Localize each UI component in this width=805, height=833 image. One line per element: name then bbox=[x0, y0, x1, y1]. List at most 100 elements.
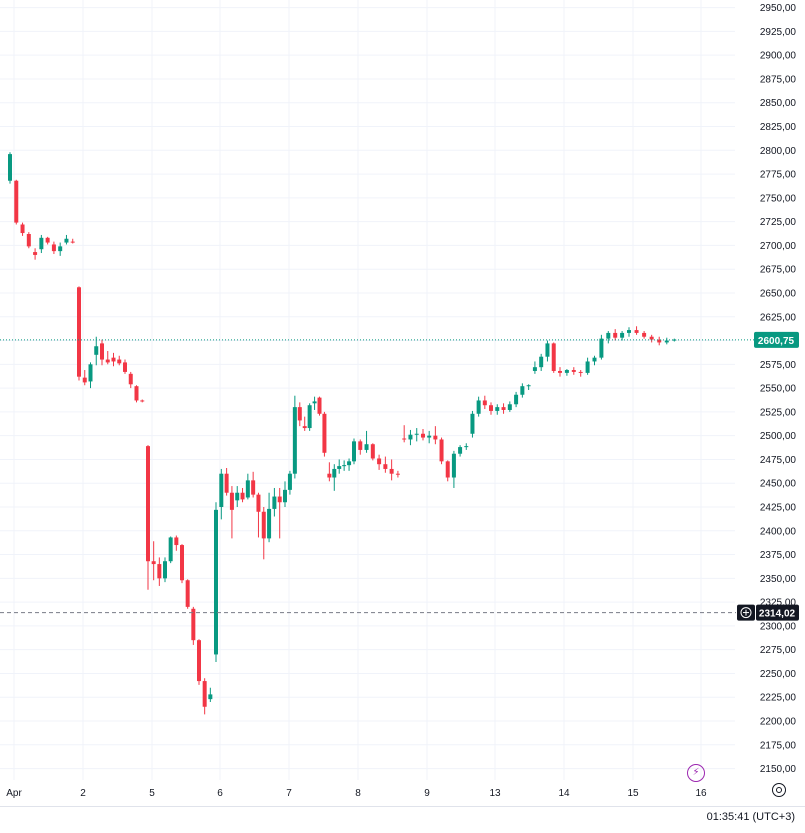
candle-body bbox=[672, 339, 677, 341]
y-tick-label: 2550,00 bbox=[760, 384, 797, 395]
candle-body bbox=[657, 339, 662, 343]
candle-body bbox=[489, 405, 493, 411]
candle-body bbox=[214, 509, 218, 655]
x-tick-label: 14 bbox=[558, 788, 570, 799]
x-grid-lines bbox=[13, 0, 702, 780]
candle-body bbox=[507, 404, 512, 410]
settings-icon[interactable] bbox=[772, 783, 786, 797]
candle-body bbox=[347, 461, 352, 466]
y-axis: 2950,00 2925,00 2900,00 2875,00 2850,00 2825,… bbox=[760, 3, 797, 775]
candle-body bbox=[58, 246, 63, 252]
candle-body bbox=[191, 608, 196, 641]
x-tick-label: 5 bbox=[149, 788, 155, 799]
candle-body bbox=[649, 336, 654, 340]
candle-body bbox=[302, 426, 307, 429]
candle-body bbox=[464, 446, 469, 448]
candle-body bbox=[26, 234, 31, 247]
y-tick-label: 2575,00 bbox=[760, 360, 797, 371]
candle-body bbox=[370, 444, 375, 459]
candle-body bbox=[427, 435, 432, 438]
candle-body bbox=[185, 580, 190, 607]
candle-body bbox=[526, 385, 531, 387]
candle-body bbox=[408, 434, 413, 440]
y-tick-label: 2800,00 bbox=[760, 146, 797, 157]
candle-body bbox=[111, 357, 116, 362]
y-tick-label: 2475,00 bbox=[760, 455, 797, 466]
candle-body bbox=[235, 492, 240, 501]
candle-body bbox=[180, 545, 184, 581]
candle-body bbox=[312, 401, 317, 404]
candle-body bbox=[520, 386, 525, 395]
candle-body bbox=[117, 359, 122, 364]
y-tick-label: 2450,00 bbox=[760, 479, 797, 490]
y-tick-label: 2425,00 bbox=[760, 503, 797, 514]
candle-body bbox=[501, 407, 506, 410]
candle-body bbox=[292, 407, 297, 474]
candle-body bbox=[45, 237, 50, 243]
current-price-label: 2600,75 bbox=[758, 336, 795, 347]
candle-body bbox=[532, 367, 537, 371]
candle-body bbox=[395, 473, 400, 475]
candle-body bbox=[123, 362, 127, 372]
y-tick-label: 2150,00 bbox=[760, 764, 797, 775]
candle-body bbox=[163, 561, 167, 579]
y-tick-label: 2950,00 bbox=[760, 3, 797, 14]
clock-readout[interactable]: 01:35:41 (UTC+3) bbox=[706, 811, 795, 823]
candle-body bbox=[627, 330, 631, 333]
candle-body bbox=[389, 468, 394, 474]
y-tick-label: 2650,00 bbox=[760, 288, 797, 299]
y-tick-label: 2825,00 bbox=[760, 122, 797, 133]
lightning-icon[interactable]: ⚡ bbox=[687, 764, 705, 782]
candlestick-chart[interactable]: 2950,00 2925,00 2900,00 2875,00 2850,00 2825,… bbox=[0, 0, 805, 806]
candle-body bbox=[414, 433, 419, 435]
candle-body bbox=[545, 343, 550, 357]
y-tick-label: 2250,00 bbox=[760, 669, 797, 680]
candle-body bbox=[402, 438, 407, 440]
candle-body bbox=[267, 508, 272, 539]
candle-body bbox=[277, 496, 282, 503]
y-tick-label: 2200,00 bbox=[760, 717, 797, 728]
candle-body bbox=[88, 364, 93, 382]
y-tick-label: 2875,00 bbox=[760, 74, 797, 85]
y-tick-label: 2700,00 bbox=[760, 241, 797, 252]
candle-body bbox=[224, 473, 229, 493]
price-labels: 2600,75 2314,02 bbox=[737, 331, 799, 621]
candle-body bbox=[445, 461, 450, 478]
candle-body bbox=[157, 564, 162, 579]
candle-body bbox=[94, 346, 99, 355]
plus-icon bbox=[740, 607, 752, 619]
y-tick-label: 2325,00 bbox=[760, 598, 797, 609]
candle-body bbox=[514, 394, 519, 405]
candle-body bbox=[105, 359, 110, 363]
candle-body bbox=[202, 681, 207, 707]
y-tick-label: 2350,00 bbox=[760, 574, 797, 585]
candles bbox=[8, 152, 677, 715]
candle-body bbox=[151, 561, 156, 565]
candle-body bbox=[14, 180, 19, 223]
x-tick-label: 7 bbox=[286, 788, 292, 799]
candle-body bbox=[592, 357, 597, 362]
candle-body bbox=[64, 238, 69, 243]
candle-body bbox=[327, 473, 332, 478]
status-bar: 01:35:41 (UTC+3) bbox=[0, 806, 805, 833]
y-tick-label: 2750,00 bbox=[760, 193, 797, 204]
candle-body bbox=[578, 371, 583, 373]
candle-body bbox=[642, 332, 647, 337]
candle-body bbox=[240, 492, 245, 500]
crosshair-price-badge bbox=[756, 604, 799, 621]
y-tick-label: 2375,00 bbox=[760, 550, 797, 561]
candle-body bbox=[146, 446, 150, 562]
candle-body bbox=[482, 400, 487, 406]
y-tick-label: 2275,00 bbox=[760, 645, 797, 656]
candle-body bbox=[70, 241, 75, 243]
candle-body bbox=[551, 343, 556, 371]
y-tick-label: 2400,00 bbox=[760, 526, 797, 537]
candle-body bbox=[585, 361, 590, 373]
candle-body bbox=[168, 537, 173, 562]
y-tick-label: 2175,00 bbox=[760, 740, 797, 751]
candle-body bbox=[307, 405, 312, 429]
candle-body bbox=[439, 439, 444, 462]
candle-body bbox=[377, 458, 382, 465]
candle-body bbox=[451, 453, 456, 478]
current-price-badge bbox=[754, 331, 799, 348]
